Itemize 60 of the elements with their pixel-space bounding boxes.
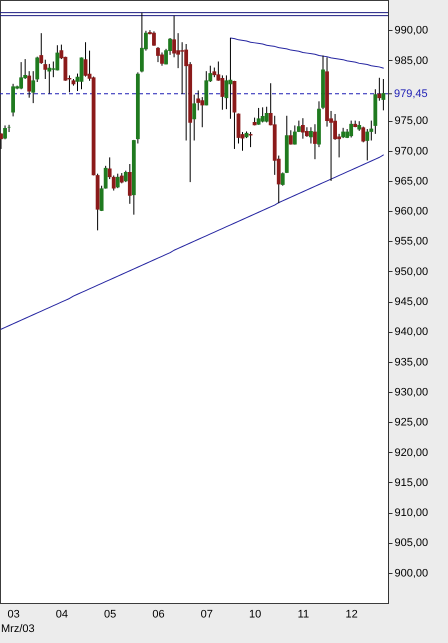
line-series: [230, 37, 384, 69]
x-tick-label: 05: [104, 608, 116, 620]
candlestick: [256, 107, 261, 126]
y-tick-label: 945,00: [394, 296, 428, 308]
y-tick-label: 915,00: [394, 476, 428, 489]
y-tick-label: 955,00: [394, 236, 428, 248]
candlestick: [260, 106, 265, 123]
candlestick: [116, 173, 120, 189]
candlestick: [228, 37, 232, 120]
y-tick-label: 905,00: [394, 537, 428, 550]
y-tick-label: 950,00: [394, 266, 428, 278]
y-tick-label: 975,00: [394, 115, 428, 128]
y-tick-label: 990,00: [394, 24, 428, 37]
x-tick-label: 06: [152, 608, 165, 620]
y-tick-label: 910,00: [394, 507, 428, 520]
candlestick: [128, 164, 132, 204]
candlestick: [288, 130, 293, 146]
candlestick: [264, 106, 269, 123]
candlestick: [365, 128, 370, 161]
y-tick-label: 960,00: [394, 206, 428, 218]
candlestick: [292, 124, 297, 146]
candlestick: [47, 63, 52, 94]
candlestick: [124, 170, 128, 183]
candlestick: [248, 132, 252, 148]
y-tick-label: 985,00: [394, 54, 428, 67]
x-tick-label: 04: [56, 608, 68, 620]
y-tick-label: 900,00: [394, 567, 428, 580]
text: Mrz/03: [1, 623, 35, 635]
y-tick-label: 970,00: [394, 145, 428, 158]
candlestick: [349, 120, 354, 138]
candlestick: [19, 62, 24, 90]
line-series: [0, 154, 384, 330]
y-tick-label: 925,00: [394, 416, 428, 429]
candlestick: [140, 12, 144, 73]
y-tick-label: 930,00: [394, 386, 428, 398]
candlestick: [120, 172, 124, 184]
candlestick: [200, 96, 204, 128]
candlestick: [313, 124, 317, 160]
candlestick: [39, 32, 44, 64]
x-tick-label: 11: [298, 608, 310, 620]
candlestick: [381, 78, 386, 111]
x-tick-label: 03: [7, 608, 20, 620]
candlestick: [192, 94, 196, 141]
x-tick-label: 10: [248, 608, 262, 620]
candlestick: [152, 30, 156, 46]
candlestick: [84, 42, 88, 78]
x-tick-label: 12: [346, 608, 358, 620]
candlestick: [3, 124, 7, 140]
y-tick-label: 940,00: [394, 326, 428, 338]
candlestick: [357, 120, 362, 132]
candlestick: [361, 126, 366, 143]
candlestick: [43, 59, 48, 80]
candlestick: [300, 118, 305, 140]
y-tick-label: 965,00: [394, 175, 428, 188]
y-tick-label: 920,00: [394, 446, 428, 459]
x-tick-label: 07: [200, 608, 213, 620]
candlestick: [196, 90, 200, 111]
candlestick: [156, 46, 160, 63]
ref-line-label: 979,45: [394, 88, 428, 100]
y-tick-label: 935,00: [394, 356, 428, 368]
